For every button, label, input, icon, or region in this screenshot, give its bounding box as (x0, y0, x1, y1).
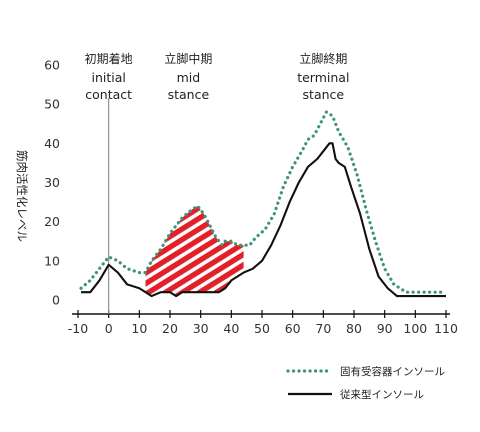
series-proprioceptive-insole-line (79, 109, 448, 294)
legend: 固有受容器インソール 従来型インソール (286, 365, 445, 401)
y-tick-label: 0 (52, 293, 60, 308)
x-tick-label: 40 (223, 321, 239, 336)
phase-en-label-line1: terminal (297, 70, 349, 85)
phase-label-mid-stance: 立脚中期 mid stance (164, 51, 212, 102)
y-tick-label: 20 (44, 214, 60, 229)
y-tick-label: 50 (44, 97, 60, 112)
phase-label-initial-contact: 初期着地 initial contact (85, 51, 133, 102)
phase-en-label-line2: stance (168, 87, 210, 102)
y-tick-label: 40 (44, 136, 60, 151)
phase-jp-label: 初期着地 (85, 51, 133, 66)
phase-label-terminal-stance: 立脚終期 terminal stance (297, 51, 349, 102)
x-tick-label: 0 (105, 321, 113, 336)
x-axis: -10 0 10 20 30 40 50 60 70 80 90 100 110 (68, 310, 458, 336)
y-tick-label: 60 (44, 58, 60, 73)
x-tick-label: 80 (346, 321, 362, 336)
y-tick-label: 10 (44, 253, 60, 268)
y-tick-label: 30 (44, 175, 60, 190)
x-tick-label: 30 (193, 321, 209, 336)
phase-en-label-line2: stance (303, 87, 345, 102)
x-tick-label: 70 (315, 321, 331, 336)
phase-en-label-line1: initial (91, 70, 125, 85)
mid-stance-shaded-area (145, 206, 244, 297)
y-axis-label: 筋肉活性化レベル (15, 150, 29, 242)
phase-jp-label: 立脚終期 (299, 51, 347, 66)
series-conventional-insole-line (81, 142, 446, 298)
phase-en-label-line2: contact (85, 87, 132, 102)
y-axis: 0 10 20 30 40 50 60 (44, 58, 60, 308)
phase-jp-label: 立脚中期 (164, 51, 212, 66)
x-tick-label: -10 (68, 321, 88, 336)
x-tick-label: 60 (285, 321, 301, 336)
x-tick-label: 100 (403, 321, 427, 336)
x-tick-label: 90 (377, 321, 393, 336)
x-tick-label: 50 (254, 321, 270, 336)
legend-label-proprioceptive-insole: 固有受容器インソール (340, 365, 445, 378)
x-tick-label: 110 (434, 321, 458, 336)
x-tick-label: 10 (131, 321, 147, 336)
phase-en-label-line1: mid (177, 70, 201, 85)
x-tick-label: 20 (162, 321, 178, 336)
legend-label-conventional-insole: 従来型インソール (340, 388, 424, 401)
